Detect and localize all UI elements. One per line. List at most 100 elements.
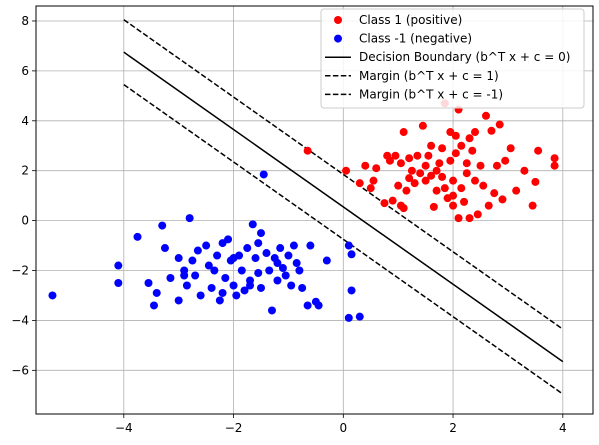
class-positive-point [427, 141, 436, 150]
class-negative-point [246, 281, 255, 290]
class-negative-point [193, 246, 202, 255]
class-positive-point [388, 196, 397, 205]
class-negative-point [48, 291, 57, 300]
class-positive-point [473, 210, 482, 219]
legend-label: Class 1 (positive) [359, 13, 462, 27]
class-negative-point [149, 301, 158, 310]
class-negative-point [303, 301, 312, 310]
class-positive-point [424, 151, 433, 160]
class-positive-point [432, 186, 441, 195]
class-positive-point [451, 131, 460, 140]
class-negative-point [248, 220, 257, 229]
class-positive-point [402, 186, 411, 195]
class-negative-point [114, 261, 123, 270]
class-positive-point [531, 177, 540, 186]
class-negative-point [221, 274, 230, 282]
class-negative-point [347, 286, 356, 295]
class-negative-point [232, 291, 241, 300]
legend-label: Margin (b^T x + c = 1) [359, 69, 499, 83]
class-negative-point [259, 170, 268, 179]
class-negative-point [254, 269, 263, 278]
class-negative-point [174, 296, 183, 305]
class-negative-point [229, 281, 238, 290]
class-negative-point [133, 232, 142, 241]
class-negative-point [152, 288, 161, 297]
class-negative-point [284, 251, 293, 260]
class-positive-point [451, 149, 460, 158]
class-negative-point [160, 244, 169, 253]
class-negative-point [289, 241, 298, 250]
class-positive-point [416, 169, 425, 178]
class-negative-point [298, 283, 307, 292]
class-positive-point [418, 121, 427, 130]
class-positive-point [471, 176, 480, 185]
class-negative-point [292, 259, 301, 268]
class-negative-point [188, 256, 197, 265]
class-negative-point [306, 241, 315, 250]
class-positive-point [438, 172, 447, 181]
class-negative-point [114, 278, 123, 287]
class-positive-point [410, 179, 419, 188]
x-tick-label: −2 [225, 421, 243, 435]
class-positive-point [465, 134, 474, 143]
x-tick-label: 0 [339, 421, 347, 435]
class-negative-point [287, 281, 296, 290]
class-negative-point [166, 274, 175, 282]
class-negative-point [204, 261, 213, 270]
class-positive-point [487, 126, 496, 135]
class-positive-point [484, 201, 493, 210]
class-positive-point [372, 164, 381, 173]
class-positive-point [490, 189, 499, 198]
class-positive-point [460, 197, 469, 206]
class-negative-point [295, 266, 304, 275]
class-positive-point [405, 154, 414, 163]
class-negative-point [344, 241, 353, 250]
class-negative-point [314, 301, 323, 310]
class-positive-point [550, 161, 559, 170]
y-tick-label: −2 [11, 264, 29, 278]
class-negative-point [276, 244, 285, 253]
class-positive-point [449, 201, 458, 210]
class-positive-point [399, 204, 408, 213]
class-negative-point [322, 256, 331, 265]
class-positive-point [429, 202, 438, 211]
class-negative-point [207, 283, 216, 292]
class-positive-point [449, 191, 458, 200]
class-positive-point [454, 214, 463, 223]
class-negative-point [240, 286, 249, 295]
class-negative-point [229, 254, 238, 263]
class-negative-point [196, 291, 205, 300]
class-positive-point [380, 199, 389, 208]
class-positive-point [449, 176, 458, 185]
y-tick-label: 2 [21, 164, 29, 178]
class-negative-point [180, 271, 189, 280]
legend: Class 1 (positive) Class -1 (negative) Dec… [320, 8, 585, 109]
class-positive-point [462, 159, 471, 168]
class-positive-point [446, 156, 455, 165]
data-points [48, 99, 559, 322]
legend-label: Margin (b^T x + c = -1) [359, 87, 503, 101]
class-positive-point [413, 151, 422, 160]
class-negative-point [256, 283, 265, 292]
class-positive-point [512, 186, 521, 195]
class-positive-point [479, 181, 488, 190]
class-negative-point [185, 214, 194, 223]
class-positive-point [457, 184, 466, 193]
x-tick-label: 4 [559, 421, 567, 435]
class-positive-point [438, 144, 447, 153]
class-negative-point [267, 306, 276, 315]
class-positive-point [391, 151, 400, 160]
class-negative-point [256, 229, 265, 238]
margin-line [123, 19, 564, 330]
legend-marker [334, 34, 342, 43]
class-positive-point [407, 166, 416, 175]
class-positive-point [528, 201, 537, 210]
class-positive-point [394, 181, 403, 190]
class-positive-point [550, 154, 559, 163]
class-negative-point [243, 244, 252, 253]
class-negative-point [174, 254, 183, 263]
y-tick-label: 8 [21, 14, 29, 28]
legend-marker [334, 16, 342, 24]
class-negative-point [158, 221, 167, 230]
class-negative-point [251, 254, 260, 263]
